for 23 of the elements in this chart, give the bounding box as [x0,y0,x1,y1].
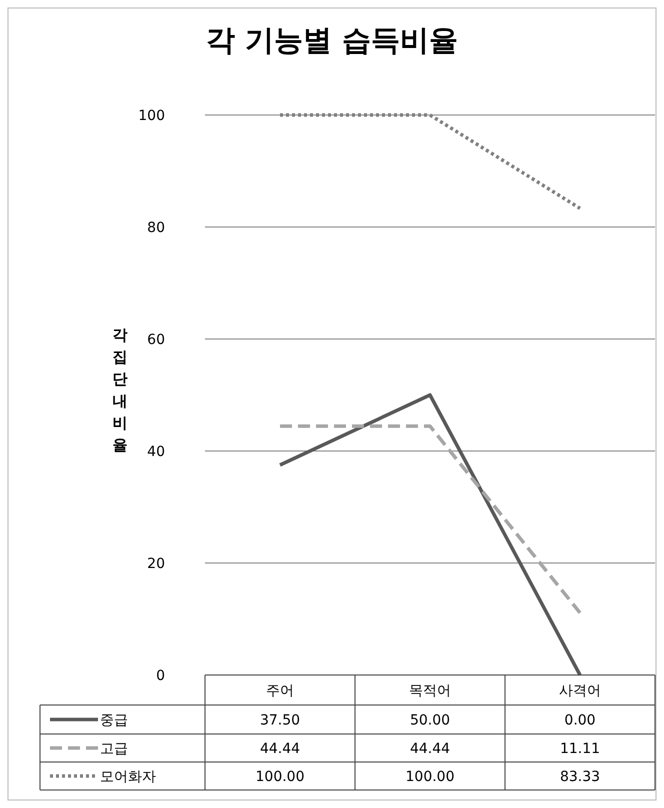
data-label: 100.00 [256,769,304,785]
legend-label: 중급 [100,712,128,728]
y-tick-label: 80 [147,220,165,236]
x-tick-label: 목적어 [409,683,451,699]
data-label: 44.44 [410,741,450,757]
data-label: 100.00 [406,769,454,785]
y-tick-label: 20 [147,556,165,572]
y-tick-label: 0 [156,668,165,684]
data-label: 83.33 [560,769,600,785]
y-tick-label: 40 [147,444,165,460]
data-label: 11.11 [560,741,600,757]
data-label: 50.00 [410,712,450,728]
legend-label: 모어화자 [100,769,156,785]
y-tick-label: 100 [138,108,165,124]
legend-label: 고급 [100,741,128,757]
data-label: 44.44 [260,741,300,757]
chart-title: 각 기능별 습득비율 [206,23,458,57]
y-tick-label: 60 [147,332,165,348]
y-axis-title: 각집단내비율 [112,326,128,454]
x-tick-label: 사격어 [559,683,601,699]
x-tick-label: 주어 [266,683,294,699]
data-label: 37.50 [260,712,300,728]
data-label: 0.00 [564,712,596,728]
